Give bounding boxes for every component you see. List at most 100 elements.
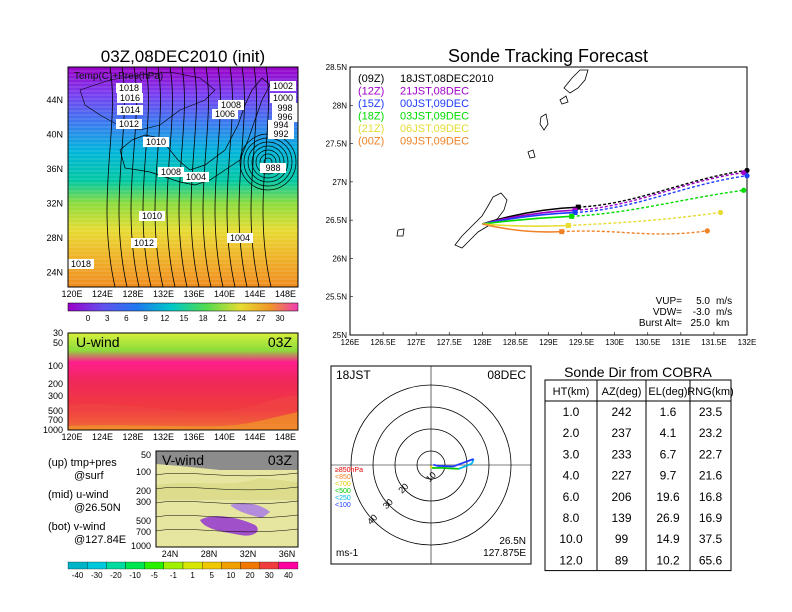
polar-time: 18JST [336,368,371,382]
u-wind-y-tick: 30 [53,328,63,338]
pressure-label: 1012 [131,238,157,248]
polar-ring-label: 30 [381,497,395,511]
u-wind-title: U-wind [76,334,120,350]
isobar [178,67,188,287]
legend-code: (09Z) [358,73,384,85]
v-wind-y-tick: 200 [136,486,151,496]
v-wind-pos-core [200,516,258,536]
sonde-y-tick: 26.5N [326,216,348,225]
temp-colorbar-tick: 3 [105,314,110,323]
pressure-label: 1002 [270,81,296,91]
sonde-y-tick: 28.5N [326,63,348,72]
v-colorbar-segment [87,561,107,570]
legend-label: 06JST,09DEC [400,123,469,135]
table-cell: 23.2 [699,426,723,440]
table-cell: 9.7 [660,469,677,483]
sonde-params: VUP= 5.0 m/s VDW= -3.0 m/s Burst Alt= 25.0 km [639,296,732,329]
landing-marker [741,187,747,193]
polar-legend: ≥850hPa<850<700<500<250<100 [335,467,363,509]
table-cell: 10.0 [559,532,583,546]
table-header-cell: AZ(deg) [602,386,642,398]
temp-map-y-tick: 32N [46,199,63,209]
v-wind-title: V-wind [162,452,204,468]
sonde-x-tick: 127E [407,338,426,347]
pressure-label: 1004 [227,233,253,243]
table-cell: 227 [611,469,631,483]
note-up-sub: @surf [74,470,104,482]
v-colorbar-tick: 5 [210,571,215,580]
temp-map-y-tick: 24N [46,268,63,278]
isobar [142,67,152,287]
pressure-label: 992 [268,129,294,139]
table-row: 12.0 89 10.2 65.6 [559,553,722,567]
v-wind-y-tick: 1000 [131,541,151,551]
side-notes: (up) tmp+pres @surf (mid) u-wind @26.50N… [48,457,126,546]
pressure-label-text: 1018 [119,83,139,93]
v-colorbar-tick: 40 [284,571,293,580]
table-row: 2.0 237 4.1 23.2 [563,426,723,440]
polar-track [429,458,475,470]
landing-marker [704,228,710,234]
u-wind-y-tick: 500 [48,406,63,416]
pressure-label-text: 996 [277,112,292,122]
temp-colorbar-tick: 6 [124,314,129,323]
v-colorbar-tick: -1 [170,571,178,580]
pressure-label-text: 1014 [120,105,140,115]
v-wind-contour [156,486,298,491]
param-value: 5.0 [696,296,710,307]
polar-date: 08DEC [487,368,526,382]
island [527,149,536,159]
v-colorbar-segment [144,561,164,570]
temp-colorbar-tick: 15 [180,314,189,323]
v-colorbar-tick: 1 [190,571,195,580]
pressure-label-text: 1012 [134,238,154,248]
u-wind-x-tick: 140E [214,432,235,442]
legend-label: 09JST,09DEC [400,136,469,148]
param-key: VDW= [653,307,682,318]
pressure-label-text: 992 [273,129,288,139]
polar-legend-item: <500 [335,488,351,495]
table-cell: 21.6 [699,469,723,483]
pressure-label-text: 1010 [142,211,162,221]
legend-label: 18JST,08DEC2010 [400,73,494,85]
sonde-y-tick: 27.5N [326,140,348,149]
param-key: Burst Alt= [639,318,682,329]
sonde-track-title: Sonde Tracking Forecast [448,46,648,66]
pressure-label: 1008 [218,100,244,110]
polar-legend-item: <250 [335,495,351,502]
v-wind-y-tick: 700 [136,527,151,537]
temp-colorbar-tick: 18 [199,314,208,323]
sonde-x-tick: 131E [671,338,690,347]
table-cell: 99 [615,532,629,546]
table-cell: 23.5 [699,405,723,419]
u-wind-x-ticks: 120E 124E 128E 132E 136E 140E 144E 148E [61,432,296,442]
track-descent [574,175,748,214]
param-key: VUP= [656,296,683,307]
pressure-label: 1006 [212,109,238,119]
u-wind-x-tick: 128E [122,432,143,442]
temp-map-y-tick: 44N [46,95,63,105]
v-wind-contour [156,472,298,477]
v-colorbar-tick: -40 [72,571,84,580]
polar-legend-item: <700 [335,481,351,488]
temp-map-x-tick: 120E [61,289,82,299]
sonde-table-title: Sonde Dir from COBRA [564,364,712,380]
sonde-x-tick: 129E [539,338,558,347]
table-row: 1.0 242 1.6 23.5 [563,405,723,419]
legend-code: (00Z) [358,136,384,148]
pressure-label-text: 998 [277,103,292,113]
v-wind-neg-region [156,451,298,470]
table-cell: 26.9 [656,511,680,525]
v-wind-pos-core2 [230,502,270,518]
temp-map-y-tick: 28N [46,233,63,243]
isobar [226,67,236,287]
pressure-label: 988 [260,163,286,173]
table-cell: 237 [611,426,631,440]
temp-colorbar-tick: 30 [276,314,285,323]
u-wind-x-tick: 120E [61,432,82,442]
u-wind-x-tick: 132E [153,432,174,442]
sonde-x-tick: 129.5E [569,338,594,347]
